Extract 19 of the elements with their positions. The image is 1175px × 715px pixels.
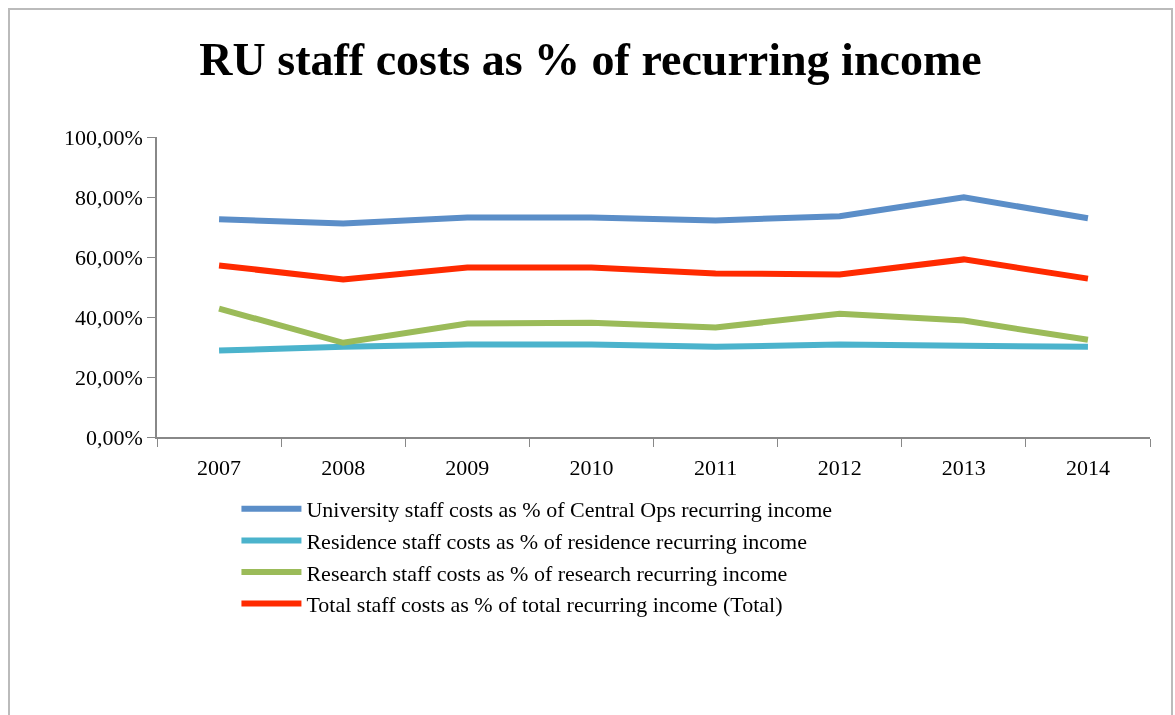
x-tick-label: 2008 (321, 455, 366, 481)
y-tick-label: 100,00% (64, 124, 143, 150)
x-tick-label: 2010 (569, 455, 614, 481)
x-tick-label: 2011 (693, 455, 738, 481)
y-tick-label: 20,00% (75, 364, 143, 390)
chart-title: RU staff costs as % of recurring income (199, 34, 982, 86)
legend-label: Research staff costs as % of research recurring income (306, 560, 788, 586)
legend-label: University staff costs as % of Central Ops recurring income (306, 497, 833, 523)
y-tick-label: 80,00% (75, 184, 143, 210)
y-tick-label: 40,00% (75, 304, 143, 330)
x-tick-label: 2014 (1065, 455, 1110, 481)
x-tick-label: 2007 (197, 455, 242, 481)
legend-label: Total staff costs as % of total recurring income (Total) (306, 592, 783, 618)
x-tick-label: 2009 (445, 455, 490, 481)
x-tick-label: 2012 (817, 455, 862, 481)
x-tick-label: 2013 (941, 455, 986, 481)
y-tick-label: 60,00% (75, 244, 143, 270)
legend-label: Residence staff costs as % of residence recurring income (306, 528, 807, 554)
y-tick-label: 0,00% (86, 424, 143, 450)
